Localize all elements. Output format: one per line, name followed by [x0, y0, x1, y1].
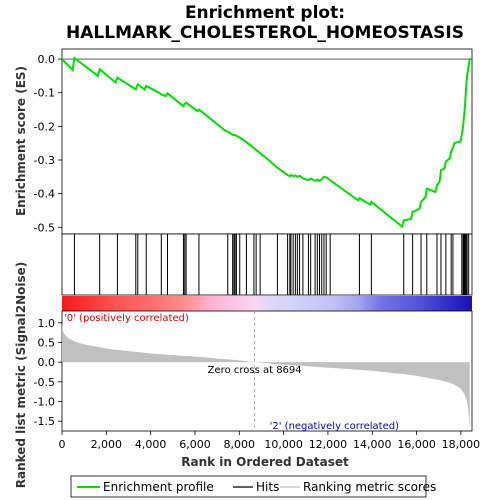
x-tick-label: 10,000	[264, 438, 303, 451]
metric-y-tick-label: -1.0	[34, 395, 55, 408]
es-y-tick-label: -0.2	[34, 120, 55, 133]
es-y-tick-label: -0.4	[34, 188, 55, 201]
x-tick-label: 0	[59, 438, 66, 451]
legend-profile-label: Enrichment profile	[103, 480, 214, 494]
legend: Enrichment profile Hits Ranking metric s…	[70, 475, 436, 498]
es-y-tick-label: 0.0	[38, 53, 56, 66]
title-line-1: Enrichment plot:	[185, 3, 345, 23]
es-y-tick-label: -0.1	[34, 87, 55, 100]
x-axis-label: Rank in Ordered Dataset	[181, 455, 349, 469]
x-tick-label: 2,000	[91, 438, 123, 451]
hits-panel-frame	[61, 233, 473, 296]
metric-y-axis-label: Ranked list metric (Signal2Noise)	[14, 262, 28, 489]
x-tick-label: 12,000	[309, 438, 348, 451]
rank-colorbar	[62, 296, 472, 311]
es-panel: 0.0 -0.1 -0.2 -0.3 -0.4 -0.5 Enrichment score…	[14, 48, 473, 235]
es-y-ticks: 0.0 -0.1 -0.2 -0.3 -0.4 -0.5	[34, 53, 62, 234]
x-tick-label: 4,000	[135, 438, 167, 451]
metric-y-tick-label: -0.5	[34, 376, 55, 389]
es-y-tick-label: -0.3	[34, 154, 55, 167]
legend-hits-label: Hits	[256, 480, 279, 494]
metric-y-tick-label: 0.0	[38, 356, 56, 369]
es-panel-frame	[61, 48, 473, 235]
metric-y-ticks: 1.0 0.5 0.0 -0.5 -1.0 -1.5	[34, 317, 62, 428]
es-y-tick-label: -0.5	[34, 221, 55, 234]
metric-y-tick-label: 1.0	[38, 317, 56, 330]
enrichment-profile-line	[61, 56, 471, 229]
hit-lines	[73, 234, 470, 295]
metric-y-tick-label: 0.5	[38, 336, 56, 349]
x-tick-label: 6,000	[179, 438, 211, 451]
x-tick-label: 8,000	[224, 438, 256, 451]
es-y-axis-label: Enrichment score (ES)	[14, 66, 28, 216]
zero-cross-label: Zero cross at 8694	[208, 365, 302, 376]
x-tick-label: 16,000	[397, 438, 436, 451]
legend-metric-label: Ranking metric scores	[303, 480, 436, 494]
negative-correlation-label: '2' (negatively correlated)	[270, 421, 399, 432]
metric-y-tick-label: -1.5	[34, 415, 55, 428]
x-tick-label: 18,000	[442, 438, 481, 451]
metric-panel: 1.0 0.5 0.0 -0.5 -1.0 -1.5 Zero cross at 8694…	[14, 262, 473, 489]
x-tick-label: 14,000	[353, 438, 392, 451]
title-line-2: HALLMARK_CHOLESTEROL_HOMEOSTASIS	[66, 23, 464, 43]
hits-panel	[61, 233, 473, 296]
positive-correlation-label: '0' (positively correlated)	[64, 313, 189, 324]
x-axis-ticks: 0 2,000 4,000 6,000 8,000 10,000 12,000 14,000 1…	[59, 431, 481, 451]
